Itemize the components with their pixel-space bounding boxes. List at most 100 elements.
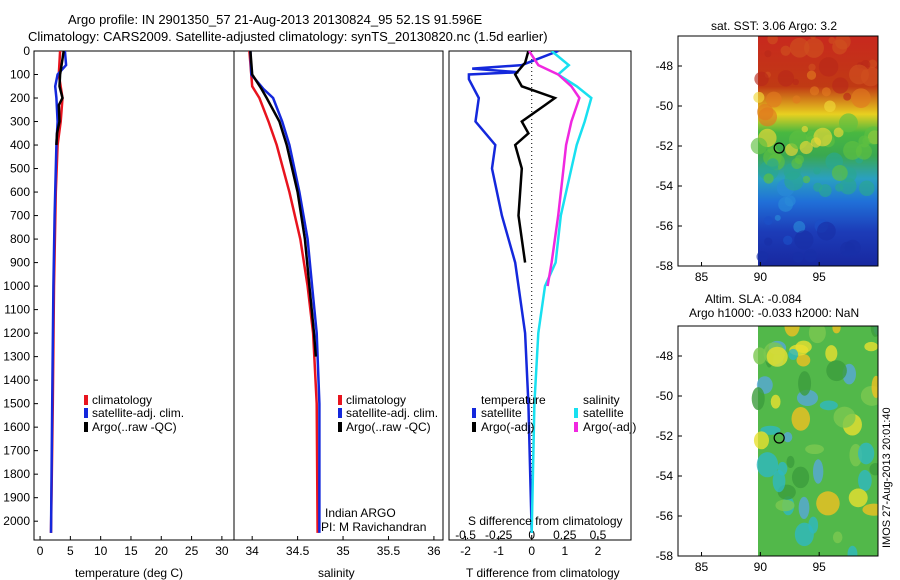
x-tick-label: 0 <box>37 544 44 558</box>
legend-label-s-argo: Argo(-adj) <box>583 420 636 434</box>
sst-texture-spot <box>809 86 820 96</box>
x-tick-label: 35.5 <box>377 544 401 558</box>
sla-texture-spot <box>871 375 878 398</box>
legend-label-argo: Argo(..raw -QC) <box>92 420 177 434</box>
y-tick-label: 1500 <box>3 397 30 411</box>
sst-texture-spot <box>817 221 836 241</box>
sst-texture-spot <box>833 127 844 138</box>
y-tick-label: 1100 <box>4 303 30 317</box>
y-tick-label: 900 <box>10 256 30 270</box>
sst-texture-spot <box>843 92 852 101</box>
sla-texture-spot <box>858 469 872 492</box>
series-line-argo <box>249 51 318 357</box>
y-tick-label: 200 <box>10 91 30 105</box>
x-tick-label: -1 <box>493 544 504 558</box>
sla-texture-spot <box>869 463 878 476</box>
legend-heading-salinity: salinity <box>583 393 620 407</box>
sst-texture-spot <box>835 183 844 192</box>
y-tick-label: -54 <box>656 469 674 483</box>
sst-texture-spot <box>765 91 782 108</box>
figure-title-line2: Climatology: CARS2009. Satellite-adjuste… <box>28 29 548 44</box>
legend-label-satellite: satellite-adj. clim. <box>346 406 438 420</box>
sla-texture-spot <box>808 326 826 344</box>
sst-texture-spot <box>802 175 811 184</box>
sst-texture-spot <box>844 239 861 256</box>
sst-texture-spot <box>813 167 821 175</box>
y-tick-label: -50 <box>656 99 674 113</box>
sst-texture-spot <box>799 140 813 155</box>
sla-texture-spot <box>798 371 812 396</box>
sla-texture-spot <box>753 431 770 450</box>
y-tick-label: -48 <box>656 59 674 73</box>
sla-texture-spot <box>819 400 838 411</box>
sst-texture-spot <box>764 237 773 246</box>
x-tick-label: 30 <box>215 544 229 558</box>
x-tick-label: 95 <box>812 560 826 574</box>
sla-texture-spot <box>770 394 781 409</box>
sst-texture-spot <box>753 91 765 103</box>
figure-title-line1: Argo profile: IN 2901350_57 21-Aug-2013 … <box>68 12 482 27</box>
y-tick-label: 700 <box>10 209 30 223</box>
sla-texture-spot <box>805 444 824 455</box>
sst-texture-spot <box>808 63 816 71</box>
legend-swatch-t-satellite <box>472 408 476 418</box>
sst-texture-spot <box>763 216 773 226</box>
y-tick-label: 300 <box>10 115 30 129</box>
difference-top-xlabel: S difference from climatology <box>468 514 623 528</box>
sst-texture-spot <box>806 70 817 80</box>
legend-label-t-satellite: satellite <box>481 406 522 420</box>
difference-xlabel: T difference from climatology <box>466 566 620 580</box>
sst-texture-spot <box>855 143 872 160</box>
y-tick-label: 1200 <box>3 326 30 340</box>
x-tick-label: 2 <box>595 544 602 558</box>
legend-label-s-satellite: satellite <box>583 406 624 420</box>
sla-texture-spot <box>784 326 800 337</box>
y-tick-label: 2000 <box>3 514 30 528</box>
sst-map-title: sat. SST: 3.06 Argo: 3.2 <box>711 19 837 33</box>
y-tick-label: -56 <box>656 509 674 523</box>
sla-texture-spot <box>766 346 788 367</box>
sla-texture-spot <box>788 348 799 361</box>
top-tick-label: 0.5 <box>590 528 607 542</box>
sst-texture-spot <box>831 165 848 181</box>
sla-texture-spot <box>832 531 843 544</box>
y-tick-label: -54 <box>656 179 674 193</box>
legend-swatch-s-argo <box>574 422 578 432</box>
data-source-line1: Indian ARGO <box>325 506 396 520</box>
sst-texture-spot <box>832 77 849 94</box>
y-tick-label: -52 <box>656 429 674 443</box>
y-tick-label: -58 <box>656 549 674 563</box>
footer-timestamp: IMOS 27-Aug-2013 20:01:40 <box>881 407 893 548</box>
sla-texture-spot <box>775 499 795 512</box>
sst-texture-spot <box>804 37 824 58</box>
x-tick-label: 10 <box>94 544 108 558</box>
sst-texture-spot <box>756 250 768 263</box>
x-tick-label: 1 <box>561 544 568 558</box>
sla-texture-spot <box>783 431 793 443</box>
y-tick-label: -58 <box>656 259 674 273</box>
y-tick-label: -56 <box>656 219 674 233</box>
sst-texture-spot <box>794 154 805 165</box>
legend-label-climatology: climatology <box>92 393 152 407</box>
sst-texture-spot <box>821 87 831 97</box>
sla-texture-spot <box>848 488 868 508</box>
y-tick-label: 1000 <box>3 279 30 293</box>
y-tick-label: 1700 <box>3 444 30 458</box>
sst-texture-spot <box>767 158 779 170</box>
salinity-x-axis: 34 34.5 35 35.5 36 <box>245 536 441 558</box>
x-tick-label: 5 <box>67 544 74 558</box>
y-tick-label: -48 <box>656 349 674 363</box>
temperature-xlabel: temperature (deg C) <box>75 566 183 580</box>
x-tick-label: 34.5 <box>286 544 310 558</box>
sst-texture-spot <box>780 45 791 56</box>
sla-texture-spot <box>753 347 767 365</box>
salinity-axes-box <box>233 50 444 541</box>
x-tick-label: 85 <box>695 560 709 574</box>
argo-position-marker <box>773 142 785 154</box>
sst-no-data-area <box>678 36 758 266</box>
sst-texture-spot <box>838 113 858 133</box>
difference-panel: -2 -1 0 1 2 -0.5 -0.25 0 0.25 0.5 S difference f… <box>448 50 636 580</box>
salinity-legend: climatology satellite-adj. clim. Argo(..… <box>338 393 438 434</box>
sst-texture-spot <box>828 36 836 44</box>
sla-texture-spot <box>826 360 847 382</box>
